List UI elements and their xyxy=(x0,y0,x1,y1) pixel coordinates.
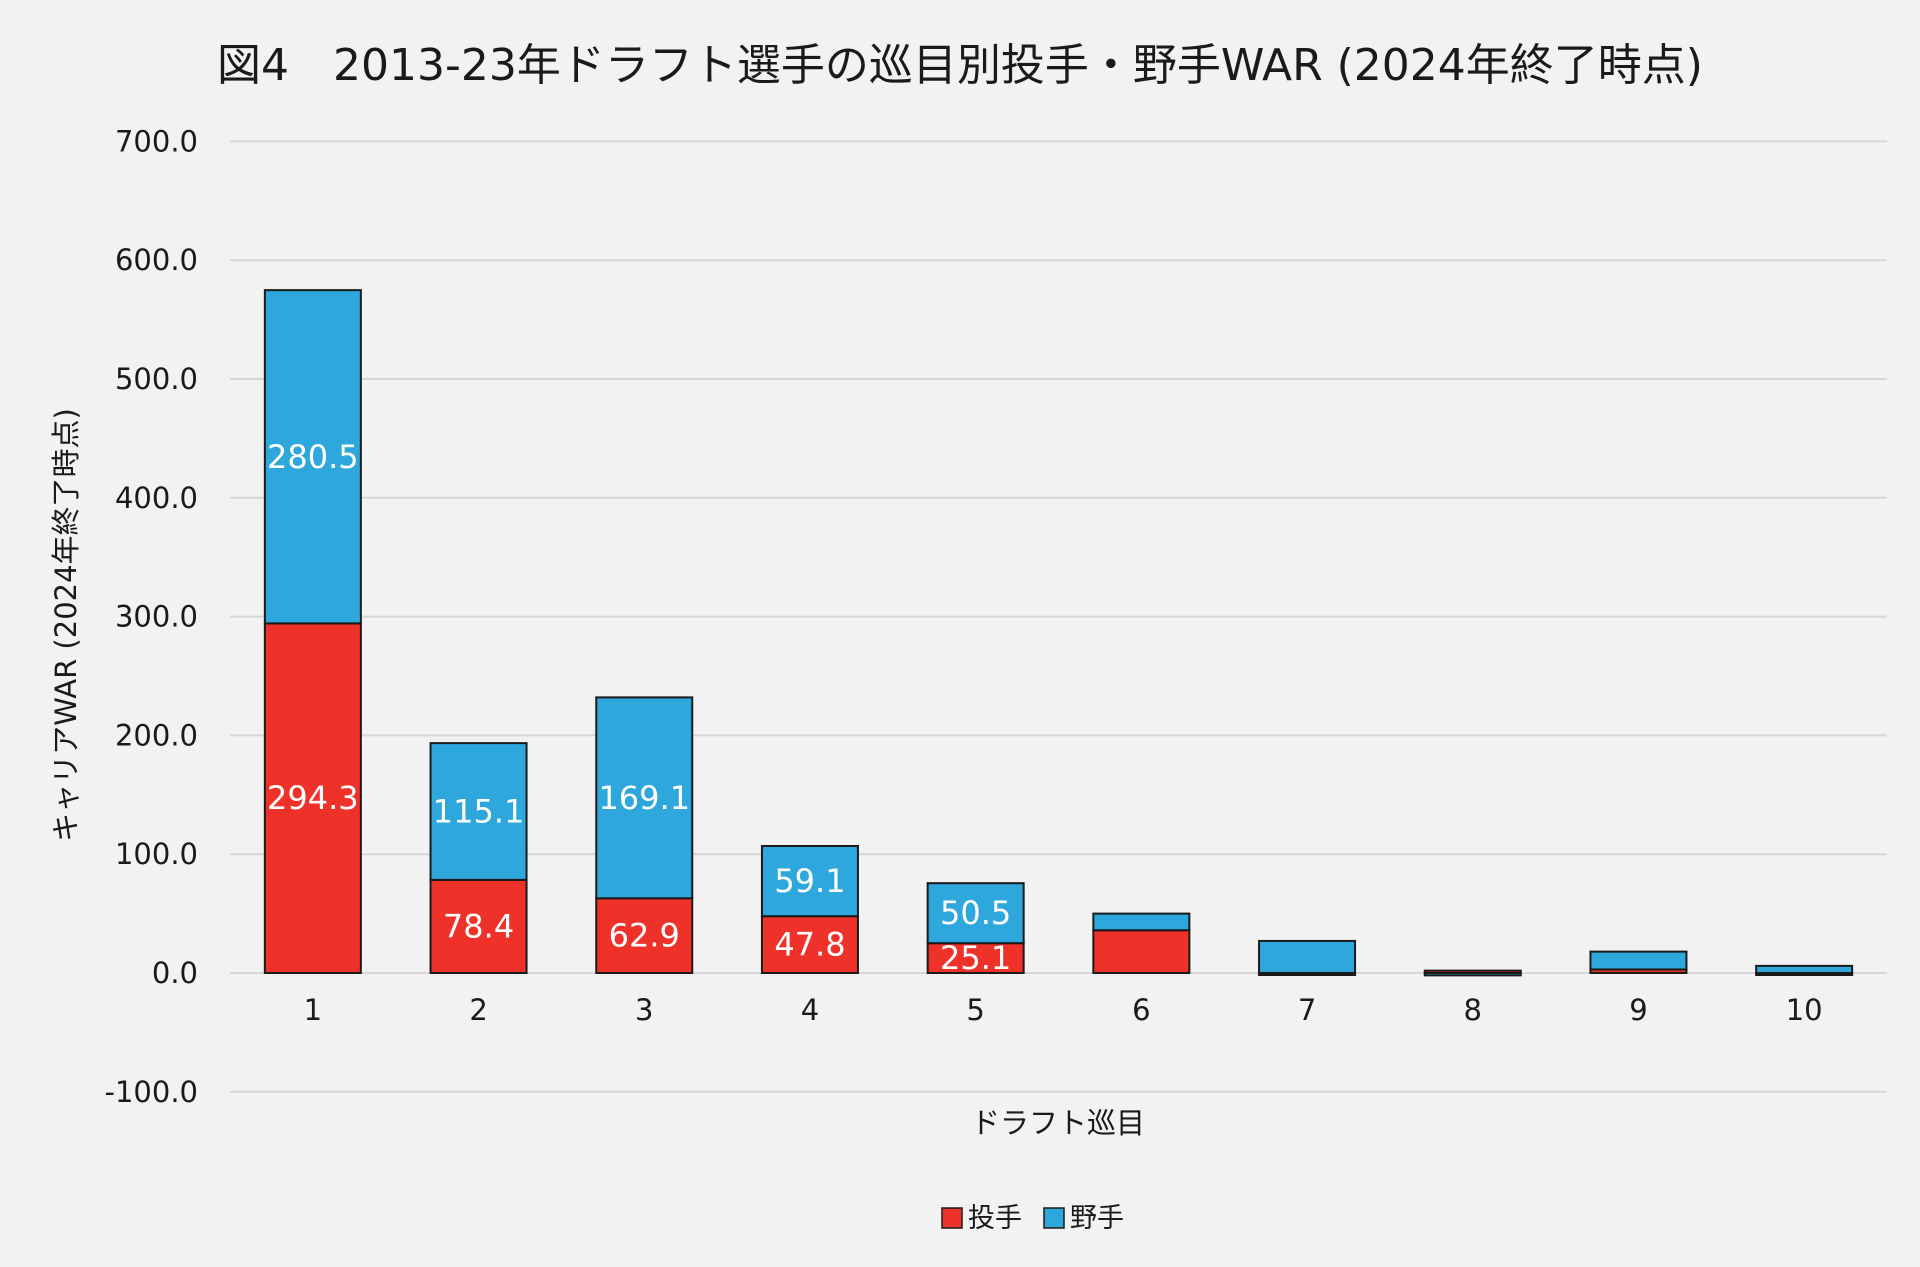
y-tick-label: 600.0 xyxy=(115,243,198,277)
legend-swatch xyxy=(941,1207,963,1229)
bar-pitcher-5 xyxy=(926,942,1025,975)
x-tick-label: 6 xyxy=(1132,993,1150,1027)
chart-title: 図4 2013-23年ドラフト選手の巡目別投手・野手WAR (2024年終了時点… xyxy=(217,40,1703,91)
legend: 投手 野手 xyxy=(941,1203,1124,1234)
legend-label: 投手 xyxy=(968,1203,1022,1234)
bar-fielder-1 xyxy=(263,289,362,625)
y-tick-label: 300.0 xyxy=(115,600,198,634)
x-tick-label: 10 xyxy=(1786,993,1823,1027)
x-tick-label: 3 xyxy=(635,993,653,1027)
y-tick-label: 700.0 xyxy=(115,124,198,158)
data-label: 115.1 xyxy=(433,792,525,830)
x-tick-label: 7 xyxy=(1298,993,1316,1027)
x-tick-label: 9 xyxy=(1629,993,1647,1027)
bar-fielder-10 xyxy=(1755,964,1854,975)
x-tick-label: 8 xyxy=(1464,993,1482,1027)
y-axis-title: キャリアWAR (2024年終了時点) xyxy=(49,408,83,842)
legend-label: 野手 xyxy=(1070,1203,1124,1234)
data-label: 294.3 xyxy=(267,779,359,817)
bar-fielder-7 xyxy=(1258,939,1357,975)
x-tick-label: 1 xyxy=(304,993,322,1027)
legend-item-fielder: 野手 xyxy=(1043,1203,1124,1234)
data-label: 169.1 xyxy=(598,779,690,817)
data-label: 280.5 xyxy=(267,438,359,476)
data-label: 47.8 xyxy=(774,926,845,964)
bar-pitcher-6 xyxy=(1092,929,1191,974)
bar-fielder-9 xyxy=(1589,950,1688,971)
data-label: 78.4 xyxy=(443,907,514,945)
y-tick-label: 400.0 xyxy=(115,481,198,515)
data-label: 50.5 xyxy=(940,894,1011,932)
x-tick-label: 2 xyxy=(469,993,487,1027)
bar-fielder-2 xyxy=(429,742,528,881)
data-label: 62.9 xyxy=(609,917,680,955)
data-label: 59.1 xyxy=(774,862,845,900)
data-label: 25.1 xyxy=(940,939,1011,977)
bar-pitcher-1 xyxy=(263,622,362,974)
y-tick-label: 0.0 xyxy=(152,956,198,990)
x-tick-label: 4 xyxy=(801,993,819,1027)
legend-item-pitcher: 投手 xyxy=(941,1203,1022,1234)
y-tick-label: 200.0 xyxy=(115,718,198,752)
bar-fielder-3 xyxy=(595,696,694,900)
y-tick-label: 100.0 xyxy=(115,837,198,871)
legend-swatch xyxy=(1043,1207,1065,1229)
y-tick-label: 500.0 xyxy=(115,362,198,396)
bar-fielder-6 xyxy=(1092,912,1191,932)
bar-fielder-5 xyxy=(926,882,1025,945)
y-tick-label: -100.0 xyxy=(105,1075,199,1109)
bar-fielder-4 xyxy=(760,845,859,918)
x-tick-label: 5 xyxy=(966,993,984,1027)
bar-fielder-8 xyxy=(1423,972,1522,977)
x-axis-title: ドラフト巡目 xyxy=(971,1106,1145,1140)
